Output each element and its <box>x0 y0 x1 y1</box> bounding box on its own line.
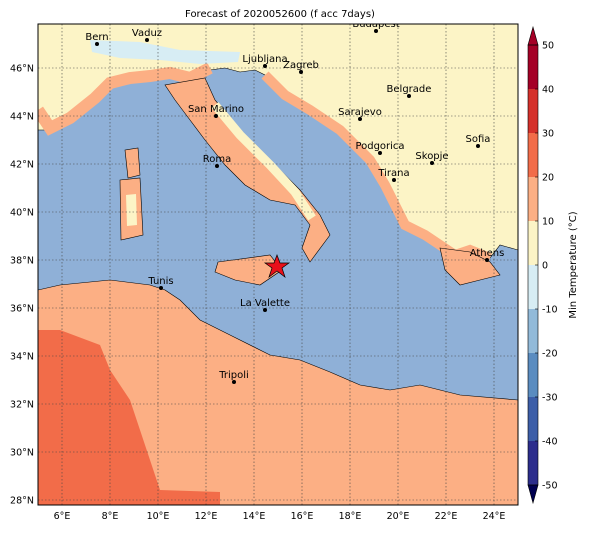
latitude-label: 42°N <box>10 160 34 171</box>
city-dot <box>392 178 396 182</box>
colorbar-tick-label: -50 <box>542 481 558 492</box>
colorbar-tick-label: -40 <box>542 437 558 448</box>
italy-interior <box>211 102 316 221</box>
sicily <box>214 254 283 286</box>
city-dot <box>263 308 267 312</box>
city-label: La Valette <box>240 298 290 309</box>
city-label: San Marino <box>188 104 244 115</box>
greece <box>439 247 501 286</box>
city-dot <box>407 94 411 98</box>
latitude-label: 38°N <box>10 256 34 267</box>
city-dot <box>145 38 149 42</box>
colorbar-tick-label: 30 <box>542 129 554 140</box>
city-dot <box>159 286 163 290</box>
colorbar-segment <box>528 397 538 441</box>
city-label: Skopje <box>415 151 448 162</box>
longitude-label: 10°E <box>147 511 170 522</box>
latitude-label: 36°N <box>10 304 34 315</box>
latitude-label: 34°N <box>10 352 34 363</box>
colorbar-tick-label: 40 <box>542 85 554 96</box>
map-frame <box>37 23 519 506</box>
city-label: Budapest <box>352 19 399 30</box>
colorbar-extend-low <box>527 484 539 505</box>
title: Forecast of 2020052600 (f acc 7days) <box>185 9 375 20</box>
longitude-label: 22°E <box>435 511 458 522</box>
latitude-label: 28°N <box>10 496 34 507</box>
city-label: Ljubljana <box>242 54 287 65</box>
colorbar-segment <box>528 353 538 397</box>
colorbar-segment <box>528 89 538 133</box>
city-label: Zagreb <box>283 60 319 71</box>
city-label: Bern <box>85 32 108 43</box>
city-label: Sarajevo <box>338 107 382 118</box>
latitude-label: 40°N <box>10 208 34 219</box>
longitude-label: 24°E <box>483 511 506 522</box>
city-dot <box>485 258 489 262</box>
colorbar-tick-label: 10 <box>542 217 554 228</box>
latitude-label: 44°N <box>10 112 34 123</box>
colorbar-tick-label: 0 <box>542 261 548 272</box>
city-label: Vaduz <box>132 28 162 39</box>
colorbar-extend-high <box>527 25 539 46</box>
latitude-label: 32°N <box>10 400 34 411</box>
city-dot <box>95 42 99 46</box>
longitude-label: 6°E <box>54 511 71 522</box>
colorbar-segment <box>528 265 538 309</box>
city-dot <box>299 70 303 74</box>
city-dot <box>476 144 480 148</box>
city-label: Belgrade <box>387 84 432 95</box>
colorbar-tick-label: 50 <box>542 41 554 52</box>
colorbar-segment <box>528 177 538 221</box>
colorbar-segment <box>528 221 538 265</box>
city-label: Roma <box>203 154 232 165</box>
corsica <box>124 147 141 179</box>
colorbar-tick-label: -20 <box>542 349 558 360</box>
sardinia-interior <box>126 194 137 226</box>
longitude-label: 14°E <box>243 511 266 522</box>
city-dot <box>374 29 378 33</box>
city-dot <box>358 117 362 121</box>
colorbar: -50 -40 -30 -20 -10 0 10 20 30 40 50 <box>527 25 558 505</box>
axes: 6°E 8°E 10°E 12°E 14°E 16°E 18°E 20°E 22°E 24°E 28… <box>10 64 505 523</box>
coast-band <box>38 62 213 136</box>
longitude-label: 20°E <box>387 511 410 522</box>
colorbar-tick-label: -10 <box>542 305 558 316</box>
city-dot <box>378 151 382 155</box>
colorbar-tick-label: -30 <box>542 393 558 404</box>
colorbar-label: Min Temperature (°C) <box>568 211 579 318</box>
longitude-label: 16°E <box>291 511 314 522</box>
alps <box>90 40 240 64</box>
city-label: Athens <box>470 248 505 259</box>
city-label: Sofia <box>466 134 491 145</box>
colorbar-segment <box>528 441 538 485</box>
city-dot <box>430 161 434 165</box>
longitude-label: 12°E <box>195 511 218 522</box>
colorbar-segment <box>528 133 538 177</box>
colorbar-segment <box>528 45 538 89</box>
longitude-label: 8°E <box>102 511 119 522</box>
latitude-label: 30°N <box>10 448 34 459</box>
event-star <box>263 254 291 278</box>
city-dot <box>232 380 236 384</box>
city-label: Tirana <box>377 168 409 179</box>
city-dot <box>214 114 218 118</box>
city-label: Tunis <box>147 276 173 287</box>
city-label: Tripoli <box>218 370 249 381</box>
colorbar-tick-label: 20 <box>542 173 554 184</box>
africa-warm <box>38 330 220 505</box>
latitude-label: 46°N <box>10 64 34 75</box>
longitude-label: 18°E <box>339 511 362 522</box>
city-dot <box>263 64 267 68</box>
city-label: Podgorica <box>355 141 404 152</box>
city-dot <box>215 164 219 168</box>
grid <box>38 24 518 505</box>
colorbar-segment <box>528 309 538 353</box>
